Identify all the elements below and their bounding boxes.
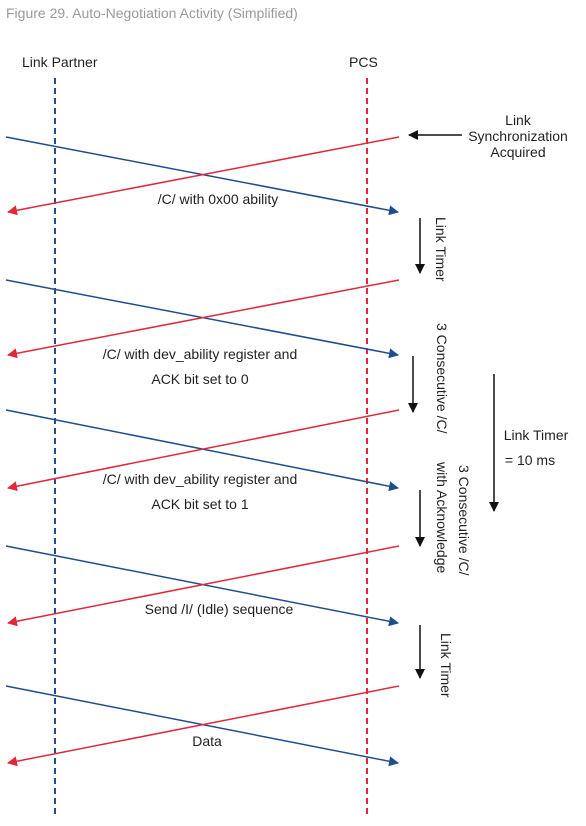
pcs-header: PCS [349, 54, 378, 70]
pcs-message-2 [7, 279, 400, 359]
sync-label-line2: Synchronization [468, 128, 568, 144]
message-5-label: Data [192, 733, 222, 749]
timer-3-label-line1: 3 Consecutive /C/ [456, 465, 472, 576]
pcs-message-4 [7, 545, 400, 627]
pcs-message-3 [7, 409, 400, 492]
message-3-label-line1: /C/ with dev_ability register and [103, 471, 298, 487]
pcs-message-1 [7, 136, 400, 216]
timer-3-label-line2: with Acknowledge [434, 461, 450, 574]
message-4-label: Send /I/ (Idle) sequence [145, 601, 294, 617]
sync-label-line1: Link [505, 112, 532, 128]
sync-label-line3: Acquired [490, 144, 545, 160]
overall-timer-label-line2: = 10 ms [505, 452, 555, 468]
message-1-label: /C/ with 0x00 ability [158, 191, 279, 207]
timer-2-label: 3 Consecutive /C/ [434, 323, 450, 434]
message-2-label-line2: ACK bit set to 0 [151, 371, 248, 387]
pcs-message-5 [7, 685, 400, 767]
timer-1-label: Link Timer [433, 217, 449, 282]
timer-4-label: Link Timer [438, 633, 454, 698]
message-2-label-line1: /C/ with dev_ability register and [103, 346, 298, 362]
figure-caption: Figure 29. Auto-Negotiation Activity (Si… [6, 5, 298, 21]
link-partner-header: Link Partner [22, 54, 98, 70]
message-3-label-line2: ACK bit set to 1 [151, 496, 248, 512]
overall-timer-label-line1: Link Timer [504, 427, 569, 443]
